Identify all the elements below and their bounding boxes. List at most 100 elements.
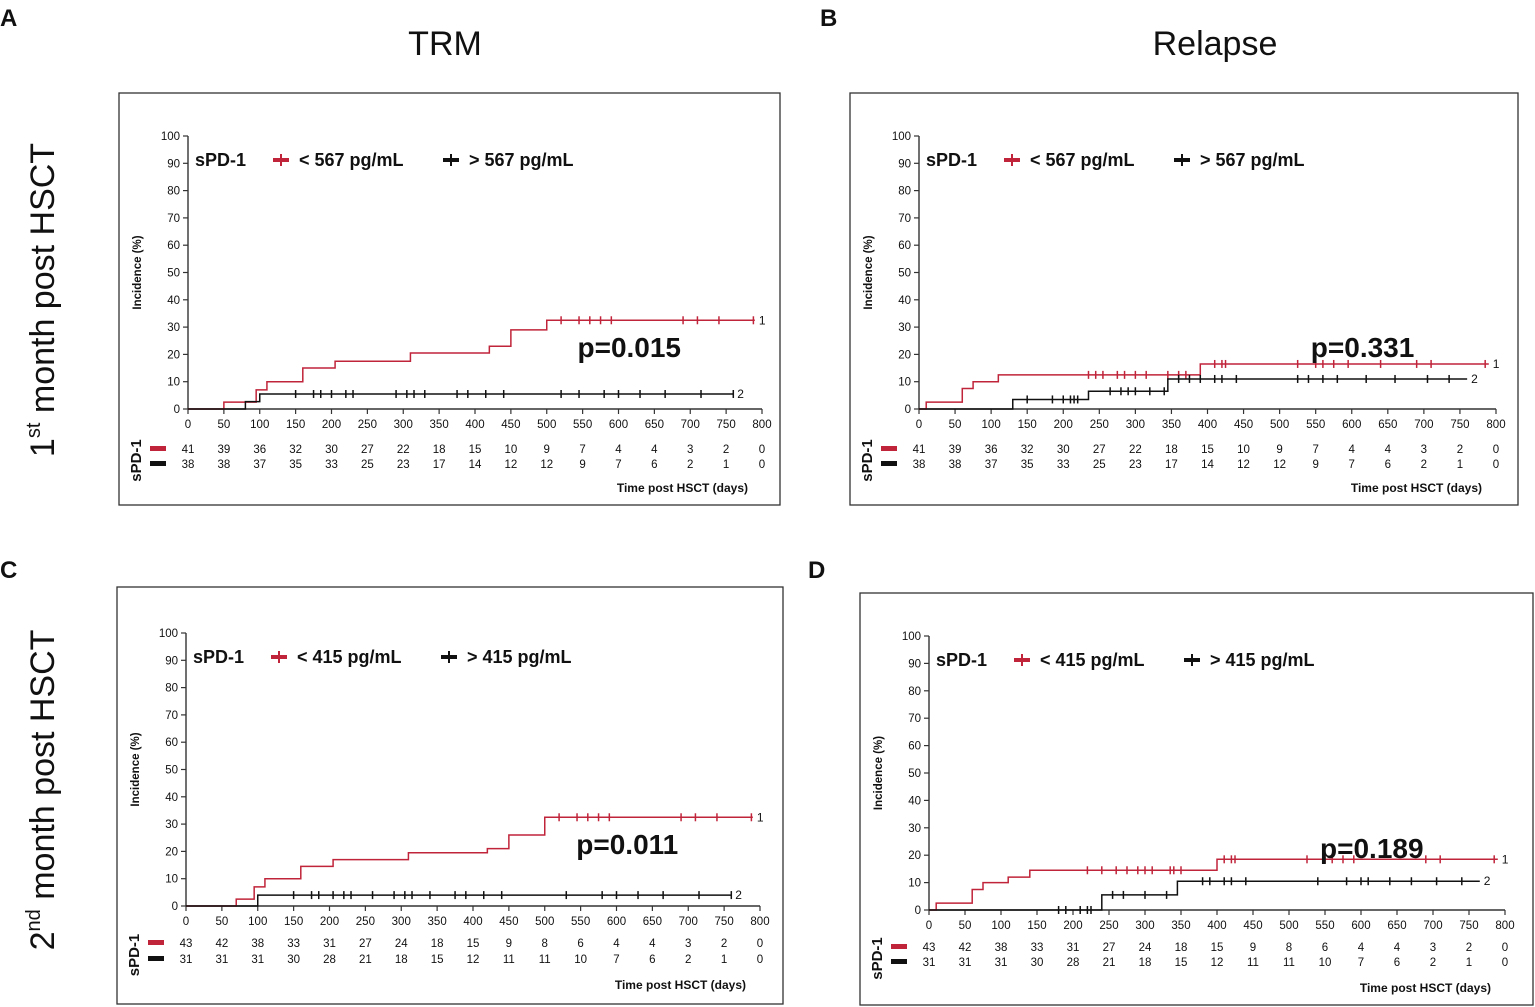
x-tick-label: 250 <box>1090 419 1109 431</box>
x-tick-label: 450 <box>501 419 520 431</box>
risk-table-cell: 27 <box>1103 942 1116 954</box>
series-line-high <box>186 894 732 907</box>
y-axis-label-group: Incidence (%) <box>873 736 885 810</box>
y-tick-label: 20 <box>167 349 180 361</box>
risk-table-cell: 38 <box>949 459 962 471</box>
risk-table-cell: 25 <box>1093 459 1106 471</box>
risk-table-cell: 7 <box>1349 459 1355 471</box>
risk-row-swatch-low <box>891 944 907 949</box>
risk-table-cell: 27 <box>1093 444 1106 456</box>
risk-table-cell: 2 <box>1430 957 1436 969</box>
y-tick-label: 10 <box>898 377 911 389</box>
risk-row-swatch-high <box>891 959 907 964</box>
x-tick-label: 650 <box>1378 419 1397 431</box>
x-tick-label: 100 <box>248 916 267 928</box>
risk-table-cell: 38 <box>913 459 926 471</box>
row-title-lead: 2 <box>24 931 62 950</box>
y-tick-label: 50 <box>898 268 911 280</box>
panel-frame <box>118 92 781 506</box>
panel-frame <box>849 92 1519 506</box>
panel-letter-c: C <box>0 557 17 584</box>
x-tick-label: 750 <box>1450 419 1469 431</box>
x-tick-label: 50 <box>215 916 228 928</box>
x-tick-label: 400 <box>463 916 482 928</box>
y-tick-label: 50 <box>165 765 178 777</box>
y-axis-label: Incidence (%) <box>863 235 875 309</box>
risk-table-cell: 4 <box>1385 444 1392 456</box>
y-tick-label: 90 <box>898 158 911 170</box>
risk-table-cell: 21 <box>1103 957 1116 969</box>
x-tick-label: 400 <box>465 419 484 431</box>
risk-table-cell: 4 <box>651 444 658 456</box>
y-tick-label: 80 <box>165 683 178 695</box>
risk-table-cell: 0 <box>1493 444 1499 456</box>
risk-table-label-group: sPD-1 <box>869 937 886 980</box>
risk-table-cell: 41 <box>913 444 926 456</box>
risk-table-cell: 12 <box>1237 459 1250 471</box>
risk-table-cell: 31 <box>995 957 1008 969</box>
risk-table-cell: 1 <box>723 459 729 471</box>
legend-title: sPD-1 <box>193 647 244 667</box>
risk-table-cell: 18 <box>431 938 444 950</box>
risk-table-cell: 22 <box>1129 444 1142 456</box>
y-tick-label: 70 <box>167 213 180 225</box>
risk-table-label-group: sPD-1 <box>126 934 143 977</box>
x-tick-label: 0 <box>185 419 191 431</box>
risk-table-cell: 32 <box>289 444 302 456</box>
x-axis-label: Time post HSCT (days) <box>615 978 746 992</box>
risk-table-cell: 2 <box>723 444 729 456</box>
y-tick-label: 40 <box>898 295 911 307</box>
x-tick-label: 100 <box>982 419 1001 431</box>
x-tick-label: 650 <box>645 419 664 431</box>
risk-table-cell: 25 <box>361 459 374 471</box>
panel-letter-b: B <box>820 5 837 32</box>
x-tick-label: 650 <box>1387 920 1406 932</box>
risk-table-cell: 7 <box>1358 957 1364 969</box>
legend-label-low: < 415 pg/mL <box>297 647 402 667</box>
panel-letter-d: D <box>808 557 825 584</box>
risk-table-cell: 4 <box>1394 942 1401 954</box>
legend-label-high: > 415 pg/mL <box>1210 650 1315 670</box>
risk-table-cell: 35 <box>1021 459 1034 471</box>
y-tick-label: 40 <box>908 795 921 807</box>
risk-table-cell: 12 <box>1273 459 1286 471</box>
y-tick-label: 90 <box>167 158 180 170</box>
risk-table-cell: 24 <box>1139 942 1152 954</box>
risk-table-cell: 21 <box>359 954 372 966</box>
risk-row-swatch-low <box>881 446 897 451</box>
x-tick-label: 600 <box>1351 920 1370 932</box>
x-tick-label: 350 <box>1162 419 1181 431</box>
row-title-rest: month post HSCT <box>24 143 62 423</box>
risk-table-cell: 3 <box>1421 444 1427 456</box>
risk-table-cell: 6 <box>1394 957 1400 969</box>
panel-letter-a: A <box>0 5 17 32</box>
risk-table-cell: 31 <box>323 938 336 950</box>
risk-table-cell: 18 <box>1175 942 1188 954</box>
risk-table-cell: 38 <box>995 942 1008 954</box>
risk-table-cell: 38 <box>182 459 195 471</box>
x-tick-label: 300 <box>394 419 413 431</box>
y-tick-label: 10 <box>167 377 180 389</box>
risk-table-cell: 32 <box>1021 444 1034 456</box>
x-tick-label: 300 <box>1126 419 1145 431</box>
risk-table-cell: 7 <box>615 459 621 471</box>
risk-table-cell: 2 <box>1421 459 1427 471</box>
y-tick-label: 90 <box>908 658 921 670</box>
row-title-text: 1st month post HSCT <box>23 143 62 457</box>
y-tick-label: 60 <box>167 240 180 252</box>
y-tick-label: 50 <box>167 268 180 280</box>
x-tick-label: 350 <box>428 916 447 928</box>
risk-row-swatch-high <box>148 956 164 961</box>
risk-table-cell: 4 <box>1358 942 1365 954</box>
legend-label-high: > 567 pg/mL <box>1200 150 1305 170</box>
risk-table-cell: 9 <box>579 459 585 471</box>
x-tick-label: 500 <box>537 419 556 431</box>
risk-table-label-group: sPD-1 <box>859 439 876 482</box>
x-tick-label: 700 <box>681 419 700 431</box>
risk-table-cell: 4 <box>613 938 620 950</box>
y-tick-label: 60 <box>898 240 911 252</box>
y-tick-label: 20 <box>908 850 921 862</box>
